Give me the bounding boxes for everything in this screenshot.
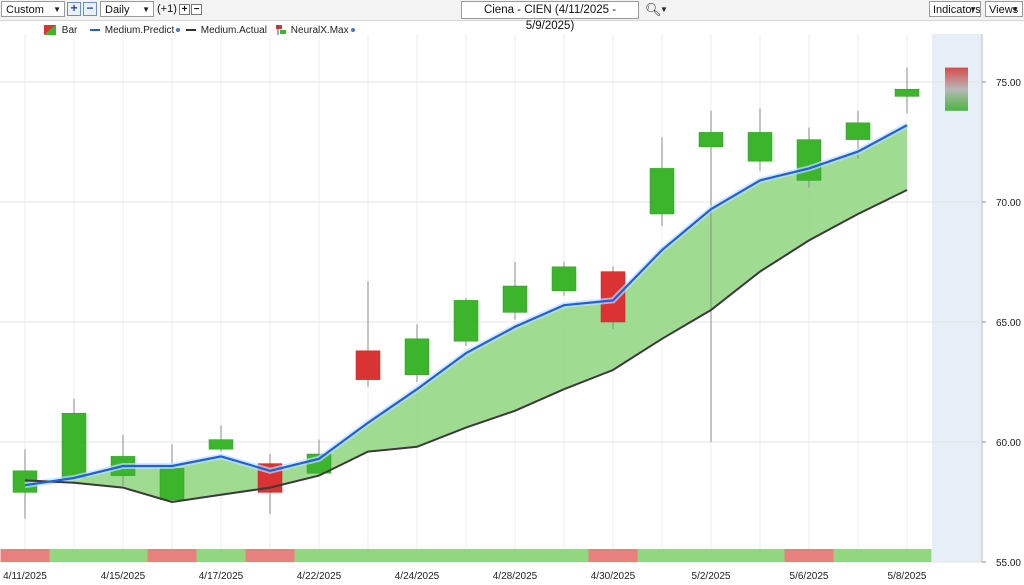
legend-item-medium-predict[interactable]: Medium.Predict bbox=[90, 25, 181, 37]
views-button[interactable]: Views ▼ bbox=[985, 1, 1023, 17]
offset-decrement-button[interactable]: − bbox=[191, 4, 202, 15]
line-swatch-icon bbox=[90, 29, 100, 32]
candle-up bbox=[649, 168, 675, 215]
x-tick-label: 4/30/2025 bbox=[591, 571, 636, 582]
bar-swatch-icon bbox=[44, 25, 56, 36]
x-tick-label: 4/17/2025 bbox=[199, 571, 244, 582]
candle-up bbox=[796, 139, 822, 181]
legend-item-bar[interactable]: Bar bbox=[44, 25, 77, 37]
zoom-out-button[interactable]: − bbox=[83, 2, 97, 16]
signal-cell bbox=[686, 549, 736, 562]
y-axis: 55.00 60.00 65.00 70.00 75.00 bbox=[982, 78, 1021, 569]
neuralx-swatch-icon bbox=[276, 25, 286, 36]
toolbar: Custom ▼ + − Daily ▼ (+1) + − Ciena - CI… bbox=[0, 0, 1024, 32]
settings-dot-icon bbox=[350, 28, 355, 33]
indicators-button[interactable]: Indicators ▼ bbox=[929, 1, 981, 17]
settings-dot-icon bbox=[176, 28, 181, 33]
forecast-range-bar bbox=[945, 67, 968, 111]
y-tick-label: 55.00 bbox=[996, 558, 1021, 569]
x-tick-label: 4/15/2025 bbox=[101, 571, 146, 582]
interval-select[interactable]: Daily ▼ bbox=[100, 1, 154, 17]
signal-cell bbox=[343, 549, 393, 562]
offset-increment-button[interactable]: + bbox=[179, 4, 190, 15]
x-tick-label: 5/8/2025 bbox=[888, 571, 927, 582]
minus-icon: − bbox=[86, 1, 94, 15]
candle-down bbox=[355, 350, 381, 380]
candle-up bbox=[894, 88, 920, 97]
candle-up bbox=[404, 338, 430, 376]
signal-strip bbox=[0, 549, 932, 562]
legend-item-neuralx-max[interactable]: NeuralX.Max bbox=[276, 25, 355, 37]
chevron-down-icon: ▼ bbox=[1011, 5, 1019, 14]
chevron-down-icon: ▼ bbox=[53, 5, 61, 14]
offset-label: (+1) bbox=[157, 3, 177, 15]
signal-cell bbox=[490, 549, 540, 562]
plus-icon: + bbox=[70, 1, 78, 15]
legend-label: Medium.Actual bbox=[200, 25, 267, 36]
signal-cell bbox=[294, 549, 344, 562]
candle-up bbox=[61, 412, 87, 479]
symbol-title-field[interactable]: Ciena - CIEN (4/11/2025 - 5/9/2025) bbox=[461, 1, 639, 32]
legend-label: NeuralX.Max bbox=[290, 25, 349, 36]
candle-up bbox=[502, 285, 528, 313]
signal-cell bbox=[735, 549, 785, 562]
signal-cell bbox=[833, 549, 883, 562]
x-tick-label: 4/28/2025 bbox=[493, 571, 538, 582]
x-axis: 4/11/2025 4/15/2025 4/17/2025 4/22/2025 4/24… bbox=[3, 571, 927, 582]
search-icon[interactable]: 🔍︎ bbox=[645, 2, 662, 17]
signal-cell bbox=[49, 549, 99, 562]
y-tick-label: 75.00 bbox=[996, 78, 1021, 89]
signal-cell bbox=[0, 549, 50, 562]
indicators-button-label: Indicators bbox=[933, 4, 981, 16]
signal-cell bbox=[441, 549, 491, 562]
plus-icon: + bbox=[181, 4, 188, 15]
line-swatch-icon bbox=[186, 29, 196, 32]
signal-cell bbox=[147, 549, 197, 562]
medium-actual-line bbox=[24, 189, 908, 504]
candle-up bbox=[747, 132, 773, 162]
forecast-area bbox=[932, 34, 982, 562]
candle-up bbox=[698, 132, 724, 148]
chevron-down-icon: ▼ bbox=[142, 5, 150, 14]
period-select-value: Custom bbox=[6, 4, 44, 16]
signal-cell bbox=[588, 549, 638, 562]
candle-up bbox=[453, 300, 479, 342]
signal-cell bbox=[637, 549, 687, 562]
candle-up bbox=[208, 439, 234, 450]
medium-predict-line bbox=[24, 124, 908, 487]
x-tick-label: 5/2/2025 bbox=[692, 571, 731, 582]
legend-item-medium-actual[interactable]: Medium.Actual bbox=[186, 25, 267, 37]
candles bbox=[12, 67, 920, 519]
forecast-marker bbox=[945, 67, 968, 111]
signal-cell bbox=[98, 549, 148, 562]
x-tick-label: 4/22/2025 bbox=[297, 571, 342, 582]
chevron-down-icon[interactable]: ▼ bbox=[660, 5, 668, 14]
series-lines bbox=[24, 122, 909, 504]
candle-up bbox=[845, 122, 871, 140]
chevron-down-icon: ▼ bbox=[969, 5, 977, 14]
legend-label: Bar bbox=[61, 25, 78, 36]
candle-up bbox=[159, 468, 185, 500]
legend-label: Medium.Predict bbox=[104, 25, 175, 36]
signal-cell bbox=[245, 549, 295, 562]
x-tick-label: 5/6/2025 bbox=[790, 571, 829, 582]
y-tick-label: 65.00 bbox=[996, 318, 1021, 329]
views-button-label: Views bbox=[989, 4, 1019, 16]
signal-cell bbox=[539, 549, 589, 562]
y-tick-label: 70.00 bbox=[996, 198, 1021, 209]
interval-select-value: Daily bbox=[105, 4, 130, 16]
signal-cell bbox=[392, 549, 442, 562]
x-tick-label: 4/24/2025 bbox=[395, 571, 440, 582]
x-tick-label: 4/11/2025 bbox=[3, 571, 47, 582]
minus-icon: − bbox=[193, 4, 200, 15]
signal-cell bbox=[784, 549, 834, 562]
zoom-in-button[interactable]: + bbox=[67, 2, 81, 16]
y-tick-label: 60.00 bbox=[996, 438, 1021, 449]
candle-up bbox=[551, 266, 577, 292]
period-select[interactable]: Custom ▼ bbox=[1, 1, 65, 17]
signal-cell bbox=[882, 549, 932, 562]
signal-cell bbox=[196, 549, 246, 562]
